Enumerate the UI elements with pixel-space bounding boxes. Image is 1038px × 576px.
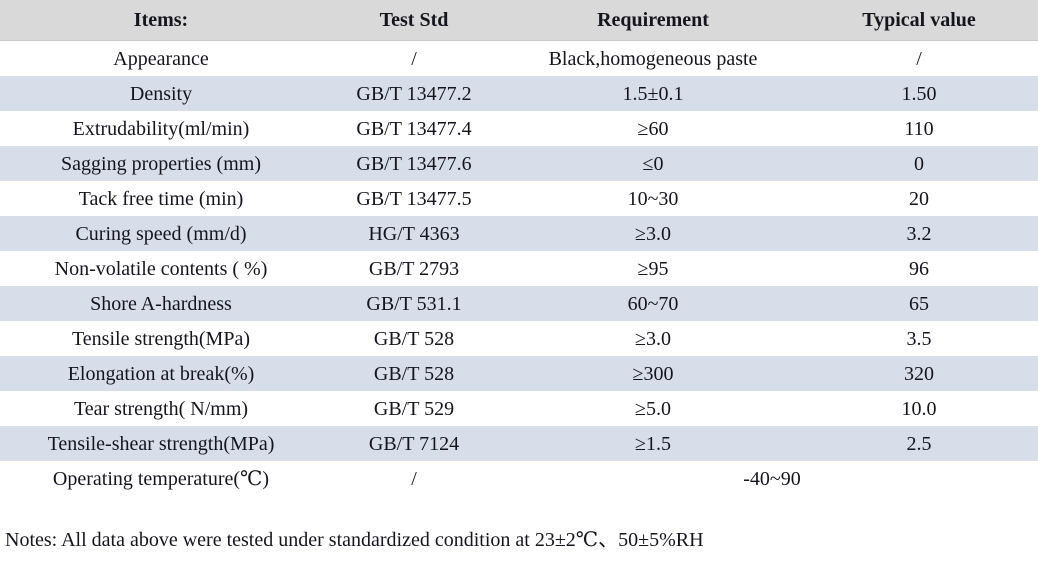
cell-typical-value: 110 bbox=[800, 111, 1038, 146]
cell-requirement: Black,homogeneous paste bbox=[506, 40, 800, 76]
table-row: Sagging properties (mm) GB/T 13477.6 ≤0 0 bbox=[0, 146, 1038, 181]
cell-item: Tear strength( N/mm) bbox=[0, 391, 322, 426]
cell-requirement: 10~30 bbox=[506, 181, 800, 216]
cell-typical-value: 1.50 bbox=[800, 76, 1038, 111]
spec-table-header-row: Items: Test Std Requirement Typical valu… bbox=[0, 0, 1038, 41]
cell-test-std: GB/T 13477.2 bbox=[322, 76, 506, 111]
table-row: Tack free time (min) GB/T 13477.5 10~30 20 bbox=[0, 181, 1038, 216]
notes-text: Notes: All data above were tested under … bbox=[5, 529, 704, 551]
cell-item: Shore A-hardness bbox=[0, 286, 322, 321]
table-row: Elongation at break(%) GB/T 528 ≥300 320 bbox=[0, 356, 1038, 391]
table-row: Extrudability(ml/min) GB/T 13477.4 ≥60 110 bbox=[0, 111, 1038, 146]
cell-typical-value: 2.5 bbox=[800, 426, 1038, 461]
cell-item: Tensile-shear strength(MPa) bbox=[0, 426, 322, 461]
cell-typical-value: 65 bbox=[800, 286, 1038, 321]
table-row: Tensile-shear strength(MPa) GB/T 7124 ≥1.5… bbox=[0, 426, 1038, 461]
header-cell-typical-value: Typical value bbox=[800, 0, 1038, 41]
table-row: Appearance / Black,homogeneous paste / bbox=[0, 40, 1038, 76]
cell-item: Sagging properties (mm) bbox=[0, 146, 322, 181]
cell-test-std: / bbox=[322, 461, 506, 496]
table-row: Tensile strength(MPa) GB/T 528 ≥3.0 3.5 bbox=[0, 321, 1038, 356]
cell-typical-value: 20 bbox=[800, 181, 1038, 216]
cell-typical-value: 3.2 bbox=[800, 216, 1038, 251]
cell-item: Density bbox=[0, 76, 322, 111]
header-cell-items: Items: bbox=[0, 0, 322, 41]
table-row: Curing speed (mm/d) HG/T 4363 ≥3.0 3.2 bbox=[0, 216, 1038, 251]
cell-typical-value: / bbox=[800, 40, 1038, 76]
cell-typical-value: 0 bbox=[800, 146, 1038, 181]
cell-test-std: GB/T 7124 bbox=[322, 426, 506, 461]
cell-requirement: 60~70 bbox=[506, 286, 800, 321]
table-row: Operating temperature(℃) / -40~90 bbox=[0, 461, 1038, 496]
cell-requirement: ≥300 bbox=[506, 356, 800, 391]
table-row: Density GB/T 13477.2 1.5±0.1 1.50 bbox=[0, 76, 1038, 111]
cell-test-std: GB/T 2793 bbox=[322, 251, 506, 286]
cell-requirement: ≥95 bbox=[506, 251, 800, 286]
cell-test-std: GB/T 13477.6 bbox=[322, 146, 506, 181]
cell-requirement: ≥3.0 bbox=[506, 216, 800, 251]
cell-typical-value: 10.0 bbox=[800, 391, 1038, 426]
cell-item: Extrudability(ml/min) bbox=[0, 111, 322, 146]
table-row: Non-volatile contents ( %) GB/T 2793 ≥95 96 bbox=[0, 251, 1038, 286]
cell-item: Elongation at break(%) bbox=[0, 356, 322, 391]
cell-typical-value: 320 bbox=[800, 356, 1038, 391]
cell-test-std: GB/T 13477.4 bbox=[322, 111, 506, 146]
cell-test-std: / bbox=[322, 40, 506, 76]
table-row: Tear strength( N/mm) GB/T 529 ≥5.0 10.0 bbox=[0, 391, 1038, 426]
cell-test-std: HG/T 4363 bbox=[322, 216, 506, 251]
cell-test-std: GB/T 531.1 bbox=[322, 286, 506, 321]
cell-item: Tack free time (min) bbox=[0, 181, 322, 216]
cell-item: Operating temperature(℃) bbox=[0, 461, 322, 496]
cell-item: Curing speed (mm/d) bbox=[0, 216, 322, 251]
cell-test-std: GB/T 529 bbox=[322, 391, 506, 426]
cell-test-std: GB/T 528 bbox=[322, 356, 506, 391]
cell-typical-value: 3.5 bbox=[800, 321, 1038, 356]
cell-requirement: -40~90 bbox=[506, 461, 1038, 496]
header-cell-requirement: Requirement bbox=[506, 0, 800, 41]
cell-requirement: 1.5±0.1 bbox=[506, 76, 800, 111]
spec-table: Items: Test Std Requirement Typical valu… bbox=[0, 0, 1038, 496]
cell-typical-value: 96 bbox=[800, 251, 1038, 286]
cell-test-std: GB/T 528 bbox=[322, 321, 506, 356]
cell-test-std: GB/T 13477.5 bbox=[322, 181, 506, 216]
cell-requirement: ≥60 bbox=[506, 111, 800, 146]
table-row: Shore A-hardness GB/T 531.1 60~70 65 bbox=[0, 286, 1038, 321]
spec-table-body: Appearance / Black,homogeneous paste / Densi… bbox=[0, 40, 1038, 496]
cell-requirement: ≤0 bbox=[506, 146, 800, 181]
cell-requirement: ≥1.5 bbox=[506, 426, 800, 461]
cell-requirement: ≥5.0 bbox=[506, 391, 800, 426]
cell-item: Non-volatile contents ( %) bbox=[0, 251, 322, 286]
cell-item: Tensile strength(MPa) bbox=[0, 321, 322, 356]
cell-requirement: ≥3.0 bbox=[506, 321, 800, 356]
header-cell-test-std: Test Std bbox=[322, 0, 506, 41]
datasheet-page: Items: Test Std Requirement Typical valu… bbox=[0, 0, 1038, 551]
cell-item: Appearance bbox=[0, 40, 322, 76]
